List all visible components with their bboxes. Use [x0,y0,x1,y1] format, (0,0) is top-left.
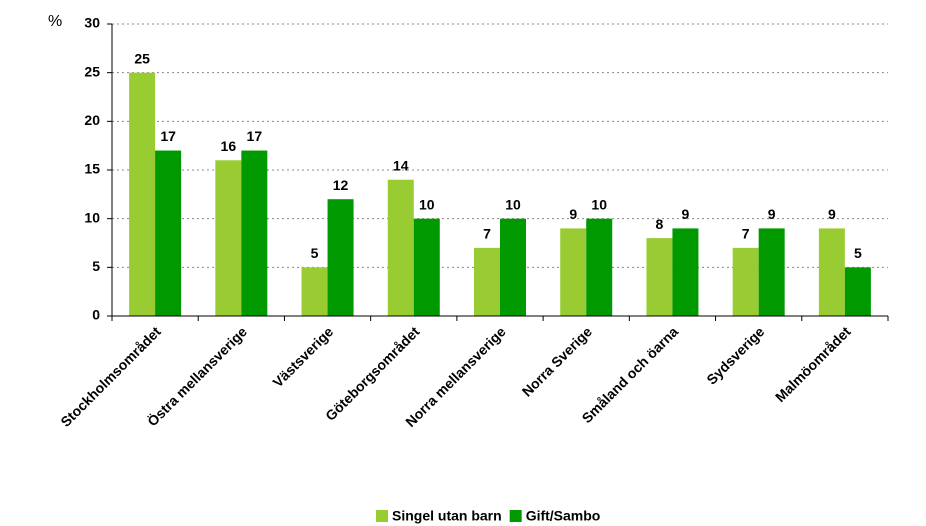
bar [474,247,500,316]
y-tick-label: 0 [92,307,100,323]
legend-swatch [509,510,522,522]
x-tick-label: Göteborgsområdet [322,323,423,424]
x-tick-label: Malmöområdet [772,323,854,405]
data-label: 10 [591,196,607,212]
bar [413,218,440,316]
data-label: 5 [854,245,862,261]
x-tick-label: Norra Sverige [519,323,595,399]
y-tick-label: 5 [92,258,100,274]
legend-label: Gift/Sambo [526,508,601,524]
bar [155,150,182,316]
bar [500,218,526,316]
data-label: 16 [221,138,237,154]
bar [672,228,699,316]
bar [818,228,845,316]
data-label: 9 [768,206,776,222]
y-tick-label: 25 [84,63,100,79]
bar [844,267,871,316]
bar [560,228,587,316]
data-label: 7 [742,226,750,242]
data-label: 10 [505,196,521,212]
bar [732,247,759,316]
bar [129,72,156,317]
x-tick-label: Norra mellansverige [402,323,509,430]
y-tick-label: 15 [84,161,100,177]
bar [301,267,328,316]
data-label: 10 [419,196,435,212]
x-tick-label: Västsverige [269,323,336,390]
bar [646,238,673,316]
data-label: 17 [247,128,263,144]
x-tick-label: Östra mellansverige [144,323,250,429]
bar [586,218,613,316]
data-label: 9 [569,206,577,222]
data-label: 25 [134,50,150,66]
bar [215,160,242,316]
data-label: 8 [656,216,664,232]
x-tick-label: Sydsverige [703,323,767,387]
legend-swatch [376,510,388,522]
x-tick-label: Småland och öarna [579,323,682,426]
data-label: 12 [333,177,349,193]
y-tick-label: 10 [84,209,100,225]
bar [387,179,414,316]
legend-label: Singel utan barn [392,508,502,524]
data-label: 7 [483,226,491,242]
y-tick-label: 20 [84,112,100,128]
data-label: 17 [160,128,176,144]
data-label: 9 [828,206,836,222]
bar [241,150,268,316]
data-label: 9 [682,206,690,222]
y-tick-label: 30 [84,15,100,31]
y-axis-label: % [48,13,62,30]
data-label: 14 [393,157,409,173]
bar [758,228,785,316]
data-label: 5 [311,245,319,261]
bar [327,199,354,316]
